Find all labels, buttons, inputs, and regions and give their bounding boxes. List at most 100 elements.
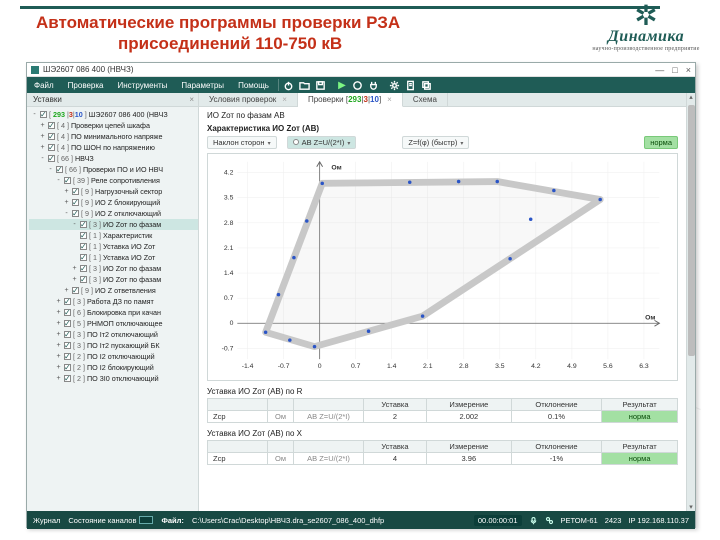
pill-func[interactable]: Z=f(φ) (быстр)▾: [402, 136, 469, 149]
tree-node[interactable]: +[ 3 ] ПО Iт2 пускающий БК: [29, 340, 198, 351]
tree-node[interactable]: +[ 2 ] ПО I2 отключающий: [29, 351, 198, 362]
chart: -1.4-0.700.71.42.12.83.54.24.95.66.3-0.7…: [207, 153, 678, 381]
svg-text:1.4: 1.4: [224, 270, 234, 277]
svg-text:1.4: 1.4: [387, 363, 397, 370]
slide-accent: [20, 6, 660, 9]
tree-node[interactable]: +[ 6 ] Блокировка при качан: [29, 307, 198, 318]
menu-Параметры[interactable]: Параметры: [174, 77, 231, 93]
menubar: ФайлПроверкаИнструментыПараметрыПомощь ▶: [27, 77, 695, 93]
power-icon[interactable]: [281, 80, 297, 91]
gear-icon[interactable]: [387, 80, 403, 91]
table1: УставкаИзмерениеОтклонениеРезультат Zср …: [207, 398, 678, 423]
table1-caption: Уставка ИО Zот (АВ) по R: [207, 387, 678, 396]
sidebar-tab[interactable]: Уставки ×: [27, 93, 198, 107]
tree-node[interactable]: -[ 293 |3|10 ] ШЭ2607 086 400 (НВЧЗ: [29, 109, 198, 120]
tree-node[interactable]: +[ 9 ] ИО Z блокирующий: [29, 197, 198, 208]
option-bar: Наклон сторон▾ АВ Z=U/(2*I)▾ Z=f(φ) (быс…: [207, 136, 678, 149]
tree-node[interactable]: +[ 5 ] РНМОП отключающее: [29, 318, 198, 329]
logo: ✲ Динамика научно-производственное предп…: [586, 6, 706, 52]
svg-text:0.7: 0.7: [224, 295, 234, 302]
main-tab[interactable]: Условия проверок×: [199, 93, 298, 106]
table2: УставкаИзмерениеОтклонениеРезультат Zср …: [207, 440, 678, 465]
sidebar: Уставки × -[ 293 |3|10 ] ШЭ2607 086 400 …: [27, 93, 199, 511]
svg-text:5.6: 5.6: [603, 363, 613, 370]
svg-text:0.7: 0.7: [351, 363, 361, 370]
main-tabs: Условия проверок×Проверки [ 293 |3| 10 ]…: [199, 93, 686, 107]
close-button[interactable]: ×: [686, 65, 691, 75]
status-channels[interactable]: Состояние каналов: [68, 516, 153, 525]
play-icon[interactable]: ▶: [334, 80, 350, 91]
svg-text:2.1: 2.1: [423, 363, 433, 370]
table2-caption: Уставка ИО Zот (АВ) по X: [207, 429, 678, 438]
titlebar[interactable]: ШЭ2607 086 400 (НВЧЗ) — □ ×: [27, 63, 695, 77]
tree[interactable]: -[ 293 |3|10 ] ШЭ2607 086 400 (НВЧЗ+[ 4 …: [27, 107, 198, 511]
tree-node[interactable]: -[ 66 ] Проверки ПО и ИО НВЧ: [29, 164, 198, 175]
maximize-button[interactable]: □: [672, 65, 677, 75]
folder-icon[interactable]: [297, 80, 313, 91]
slide-title-line1: Автоматические программы проверки РЗА: [36, 13, 400, 32]
scroll-up-icon[interactable]: ▴: [689, 93, 693, 101]
status-ip: IP 192.168.110.37: [628, 516, 689, 525]
svg-text:Ом: Ом: [645, 314, 655, 321]
svg-text:4.2: 4.2: [531, 363, 541, 370]
app-window: ШЭ2607 086 400 (НВЧЗ) — □ × ФайлПроверка…: [26, 62, 696, 528]
tree-node[interactable]: -[ 3 ] ИО Zот по фазам: [29, 219, 198, 230]
status-timer: 00.00:00:01: [474, 515, 522, 526]
gear-icon: ✲: [586, 6, 706, 28]
logo-sub: научно-производственное предприятие: [586, 46, 706, 52]
tree-node[interactable]: +[ 3 ] Работа ДЗ по памят: [29, 296, 198, 307]
menu-Проверка[interactable]: Проверка: [61, 77, 111, 93]
toolbar: ▶: [281, 77, 435, 93]
tree-node[interactable]: +[ 3 ] ПО Iт2 отключающий: [29, 329, 198, 340]
stack-icon[interactable]: [419, 80, 435, 91]
mic-icon[interactable]: [529, 516, 538, 525]
svg-text:6.3: 6.3: [639, 363, 649, 370]
svg-text:-1.4: -1.4: [242, 363, 254, 370]
tree-node[interactable]: +[ 2 ] ПО 3I0 отключающий: [29, 373, 198, 384]
pill-mode[interactable]: АВ Z=U/(2*I)▾: [287, 136, 357, 149]
tree-node[interactable]: +[ 3 ] ИО Zот по фазам: [29, 274, 198, 285]
tree-node[interactable]: +[ 2 ] ПО I2 блокирующий: [29, 362, 198, 373]
tree-node[interactable]: -[ 39 ] Реле сопротивления: [29, 175, 198, 186]
logo-name: Динамика: [586, 28, 706, 46]
status-journal[interactable]: Журнал: [33, 516, 60, 525]
menu-Файл[interactable]: Файл: [27, 77, 61, 93]
tree-node[interactable]: -[ 66 ] НВЧЗ: [29, 153, 198, 164]
status-bar: Журнал Состояние каналов Файл: C:\Users\…: [27, 511, 695, 529]
main-tab[interactable]: Схема: [403, 93, 448, 106]
tree-node[interactable]: +[ 4 ] Проверки цепей шкафа: [29, 120, 198, 131]
record-icon[interactable]: [350, 80, 366, 91]
scrollbar[interactable]: ▴ ▾: [686, 93, 695, 511]
save-icon[interactable]: [313, 80, 329, 91]
tree-node[interactable]: +[ 4 ] ПО минимального напряже: [29, 131, 198, 142]
scroll-down-icon[interactable]: ▾: [689, 503, 693, 511]
tree-node[interactable]: [ 1 ] Уставка ИО Zот: [29, 241, 198, 252]
scroll-thumb[interactable]: [688, 105, 695, 356]
tree-node[interactable]: +[ 9 ] Нагрузочный сектор: [29, 186, 198, 197]
main-tab[interactable]: Проверки [ 293 |3| 10 ]×: [298, 93, 403, 107]
minimize-button[interactable]: —: [655, 65, 664, 75]
tree-node[interactable]: +[ 9 ] ИО Z ответвления: [29, 285, 198, 296]
menu-Инструменты[interactable]: Инструменты: [111, 77, 175, 93]
main-area: Условия проверок×Проверки [ 293 |3| 10 ]…: [199, 93, 686, 511]
tree-node[interactable]: -[ 9 ] ИО Z отключающий: [29, 208, 198, 219]
svg-text:3.5: 3.5: [495, 363, 505, 370]
svg-text:0: 0: [318, 363, 322, 370]
svg-text:4.2: 4.2: [224, 170, 234, 177]
tree-node[interactable]: [ 1 ] Характеристик: [29, 230, 198, 241]
report-icon[interactable]: [403, 80, 419, 91]
tree-node[interactable]: +[ 4 ] ПО ШОН по напряжению: [29, 142, 198, 153]
sidebar-tab-close-icon[interactable]: ×: [189, 95, 194, 104]
svg-text:0: 0: [230, 320, 234, 327]
char-title: Характеристика ИО Zот (АВ): [207, 124, 678, 133]
link-icon[interactable]: [545, 516, 554, 525]
window-title: ШЭ2607 086 400 (НВЧЗ): [43, 65, 134, 74]
tree-node[interactable]: [ 1 ] Уставка ИО Zот: [29, 252, 198, 263]
unplug-icon[interactable]: [366, 80, 382, 91]
pill-tilt[interactable]: Наклон сторон▾: [207, 136, 277, 149]
check-title: ИО Zот по фазам АВ: [207, 111, 678, 120]
svg-text:-0.7: -0.7: [278, 363, 290, 370]
menu-Помощь[interactable]: Помощь: [231, 77, 276, 93]
svg-text:3.5: 3.5: [224, 195, 234, 202]
tree-node[interactable]: +[ 3 ] ИО Zот по фазам: [29, 263, 198, 274]
